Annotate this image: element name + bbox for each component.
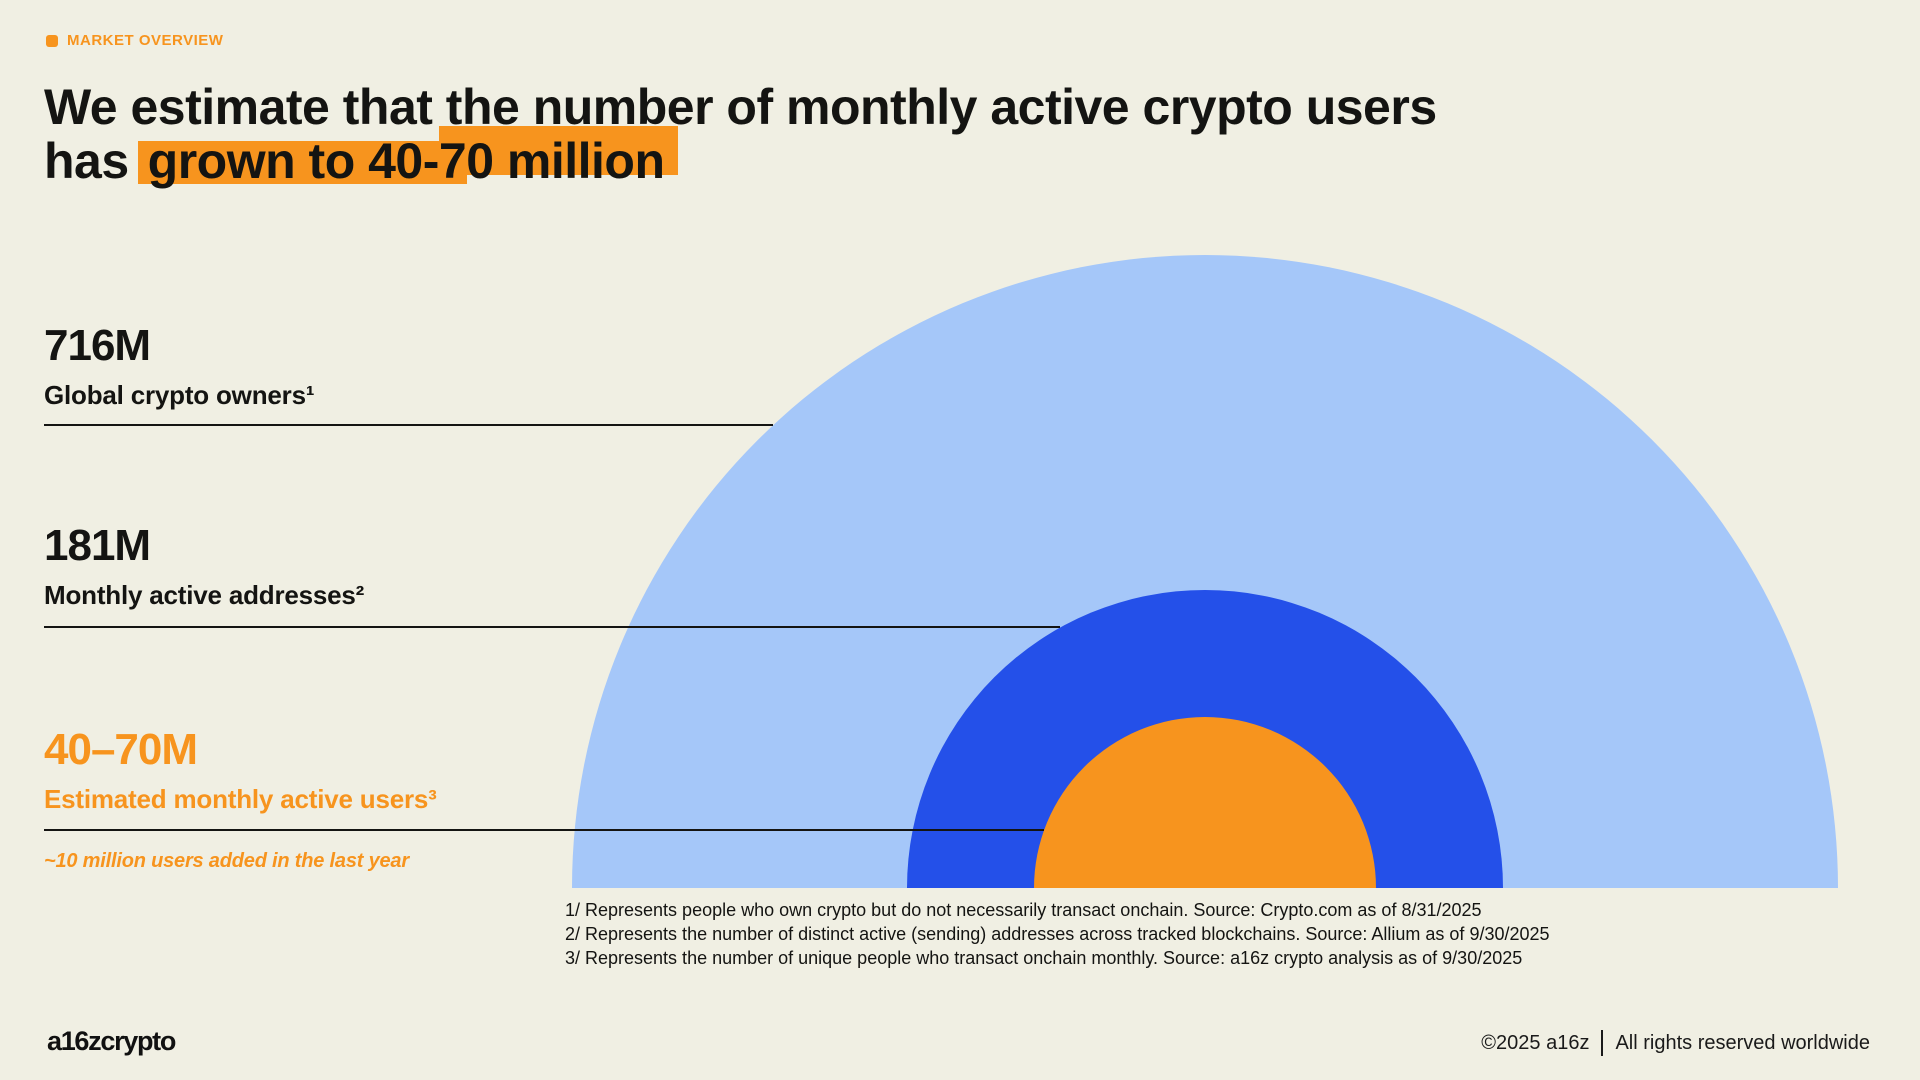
slide-title: We estimate that the number of monthly a…	[44, 80, 1694, 188]
title-line-1: We estimate that the number of monthly a…	[44, 79, 1437, 135]
eyebrow-label: MARKET OVERVIEW	[67, 32, 224, 49]
leader-line-estimated-monthly-active-users	[44, 829, 1044, 831]
stat-label: Monthly active addresses²	[44, 580, 365, 610]
footnote-1: 1/ Represents people who own crypto but …	[565, 900, 1482, 920]
stat-label: Estimated monthly active users³	[44, 784, 437, 814]
leader-line-monthly-active-addresses	[44, 626, 1060, 628]
title-line-2-prefix: has	[44, 133, 129, 189]
stat-value: 716M	[44, 321, 151, 370]
footnote-3: 3/ Represents the number of unique peopl…	[565, 948, 1523, 968]
footnote-2: 2/ Represents the number of distinct act…	[565, 924, 1550, 944]
stat-value: 181M	[44, 521, 151, 570]
rights-text: All rights reserved worldwide	[1615, 1031, 1870, 1054]
copyright-text: ©2025 a16z	[1481, 1031, 1590, 1054]
eyebrow: MARKET OVERVIEW	[46, 32, 223, 49]
stat-value: 40–70M	[44, 725, 198, 774]
leader-line-global-crypto-owners	[44, 424, 773, 426]
stat-label: Global crypto owners¹	[44, 380, 315, 410]
concentric-semicircle-chart	[572, 255, 1838, 888]
a16zcrypto-logo: a16zcrypto	[47, 1026, 176, 1056]
footer-divider	[1601, 1030, 1604, 1056]
footnotes: 1/ Represents people who own crypto but …	[565, 898, 1765, 970]
stat-monthly-active-addresses: 181M Monthly active addresses²	[44, 521, 365, 610]
stat-global-crypto-owners: 716M Global crypto owners¹	[44, 321, 315, 410]
footer-copyright: ©2025 a16z All rights reserved worldwide	[1481, 1030, 1870, 1056]
annotation-users-added: ~10 million users added in the last year	[44, 850, 409, 872]
stat-estimated-monthly-active-users: 40–70M Estimated monthly active users³	[44, 725, 437, 814]
title-highlight: grown to 40-70 million	[137, 126, 678, 188]
eyebrow-square-icon	[46, 34, 58, 47]
